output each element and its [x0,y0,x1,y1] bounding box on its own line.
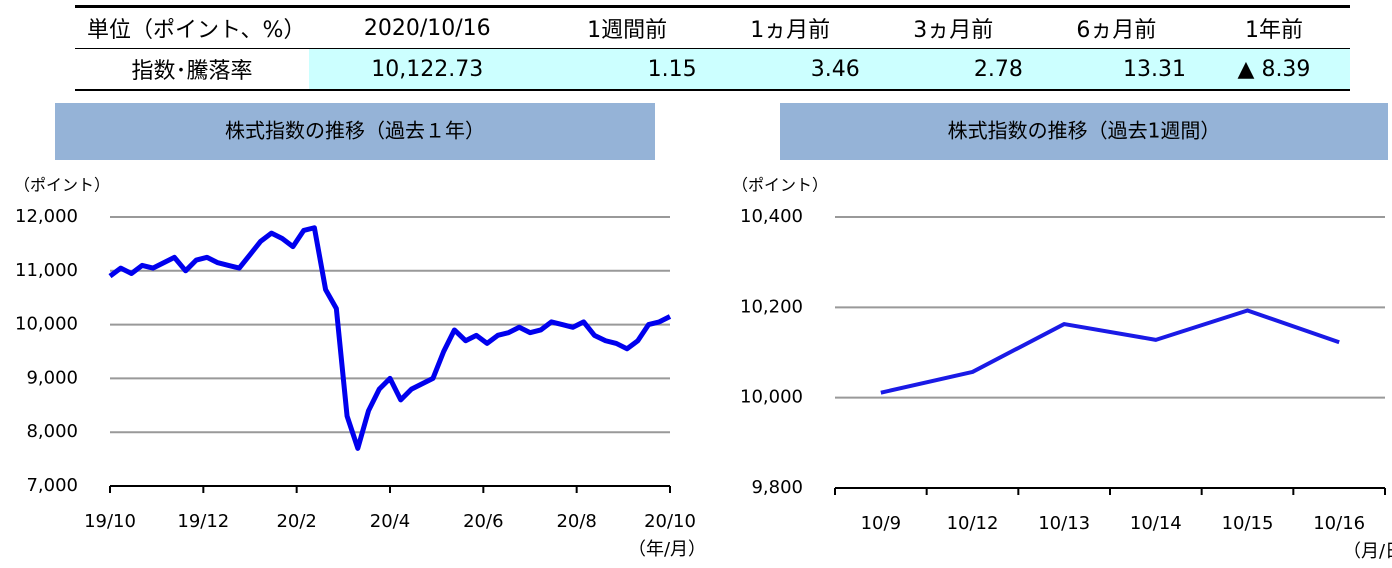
table-cell: 1.15 [545,48,709,91]
table-header: 3ヵ月前 [871,5,1035,49]
title-box [55,103,655,160]
y-axis-unit: （ポイント） [732,176,828,195]
x-tick-label: 10/15 [1222,513,1274,534]
chart-title: 株式指数の推移（過去１年） [225,119,485,143]
x-tick-label: 20/6 [463,511,503,532]
x-tick-label: 10/12 [947,513,999,534]
x-tick-label: 19/10 [84,511,136,532]
table-header: 2020/10/16 [309,5,546,49]
y-tick-label: 10,400 [740,206,803,227]
x-tick-label: 10/14 [1130,513,1182,534]
x-axis-unit: （年/月） [628,539,706,560]
x-tick-label: 10/13 [1038,513,1090,534]
table-header: 1ヵ月前 [708,5,872,49]
y-tick-label: 9,800 [751,477,803,498]
x-tick-label: 20/2 [276,511,316,532]
y-tick-label: 7,000 [26,475,78,496]
table-header: 単位（ポイント、%） [75,5,309,49]
x-tick-label: 20/8 [556,511,596,532]
y-tick-label: 10,000 [15,314,78,335]
table-cell: ▲ 8.39 [1197,48,1350,91]
table-header: 1週間前 [545,5,709,49]
y-tick-label: 10,200 [740,296,803,317]
y-tick-label: 12,000 [15,206,78,227]
table-header: 1年前 [1197,5,1350,49]
x-axis-unit: （月/日） [1343,541,1392,562]
x-tick-label: 19/12 [177,511,229,532]
table-cell: 指数･騰落率 [75,48,309,91]
summary-table: 単位（ポイント、%） 2020/10/16 1週間前 1ヵ月前 3ヵ月前 6ヵ月… [75,5,1350,91]
title-box [780,103,1388,160]
y-axis-unit: （ポイント） [14,176,110,195]
line [880,308,1340,395]
table-cell: 2.78 [871,48,1035,91]
x-tick-label: 10/16 [1313,513,1365,534]
x-tick-label: 20/4 [370,511,410,532]
y-tick-label: 9,000 [26,367,78,388]
table-cell: 13.31 [1034,48,1198,91]
y-tick-label: 8,000 [26,421,78,442]
chart-title: 株式指数の推移（過去1週間） [948,119,1221,143]
y-tick-label: 11,000 [15,260,78,281]
line [108,225,672,451]
table-cell: 3.46 [708,48,872,91]
table-cell: 10,122.73 [309,48,546,91]
x-tick-label: 20/10 [644,511,696,532]
x-tick-label: 10/9 [861,513,901,534]
y-tick-label: 10,000 [740,387,803,408]
table-header: 6ヵ月前 [1034,5,1198,49]
